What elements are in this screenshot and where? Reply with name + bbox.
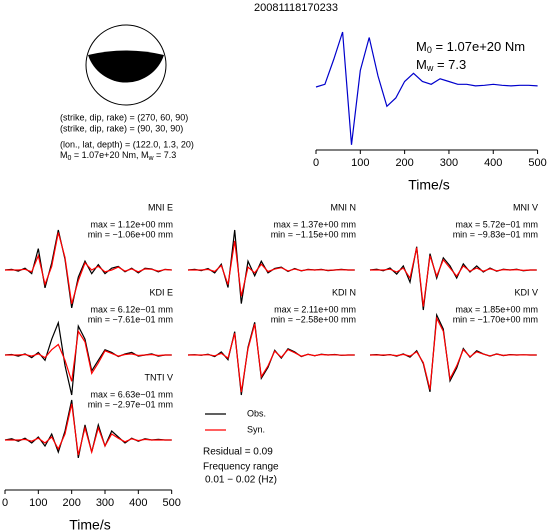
amplitude-note: max = 6.63e−01 mm — [90, 389, 173, 399]
x-tick-label: 100 — [29, 497, 47, 509]
x-tick-label: 500 — [162, 497, 180, 509]
text-part: = 1.07e+20 Nm, M — [71, 150, 148, 160]
beachball-compression — [88, 50, 164, 83]
amplitude-note: max = 1.85e+00 mm — [455, 304, 538, 314]
moment-line: M0 = 1.07e+20 Nm, Mw = 7.3 — [60, 150, 176, 161]
event-title: 20081118170233 — [254, 2, 338, 14]
station-title: KDI V — [514, 287, 538, 297]
subscript: 0 — [68, 155, 72, 162]
x-tick-label: 400 — [129, 497, 147, 509]
amplitude-note: max = 1.37e+00 mm — [273, 219, 356, 229]
x-axis-label: Time/s — [408, 177, 449, 193]
amplitude-note: min = −1.06e+00 mm — [88, 229, 173, 239]
subscript: 0 — [427, 45, 432, 55]
amplitude-note: min = −2.58e+00 mm — [271, 314, 356, 324]
trace — [370, 316, 537, 390]
trace — [188, 323, 355, 393]
trace — [370, 247, 537, 307]
focal-line: (strike, dip, rake) = (270, 60, 90) — [60, 112, 188, 122]
frequency-band: 0.01 − 0.02 (Hz) — [205, 475, 277, 486]
amplitude-note: min = −1.70e+00 mm — [453, 314, 538, 324]
focal-line: (lon., lat, depth) = (122.0, 1.3, 20) — [60, 139, 194, 149]
legend-label: Syn. — [247, 424, 265, 434]
amplitude-note: max = 2.11e+00 mm — [274, 304, 356, 314]
x-tick-label: 100 — [351, 157, 369, 169]
residual: Residual = 0.09 — [203, 447, 273, 458]
annotation: Mw = 7.3 — [416, 57, 466, 73]
trace — [315, 31, 538, 145]
text-part: M — [60, 150, 68, 160]
amplitude-note: max = 1.12e+00 mm — [90, 219, 173, 229]
amplitude-note: min = −7.61e−01 mm — [88, 314, 173, 324]
text-part: = 1.07e+20 Nm — [432, 39, 525, 54]
amplitude-note: min = −9.83e−01 mm — [453, 229, 538, 239]
station-title: TNTI V — [145, 372, 174, 382]
station-title: KDI N — [332, 287, 356, 297]
trace — [5, 329, 172, 382]
text-part: = 7.3 — [433, 57, 466, 72]
x-tick-label: 0 — [2, 497, 8, 509]
trace — [187, 229, 355, 304]
text-part: = 7.3 — [154, 150, 177, 160]
amplitude-note: max = 5.72e−01 mm — [455, 219, 538, 229]
amplitude-note: min = −1.15e+00 mm — [271, 229, 356, 239]
station-title: MNI E — [148, 202, 173, 212]
amplitude-note: min = −2.97e−01 mm — [88, 399, 173, 409]
station-title: MNI V — [513, 202, 538, 212]
x-tick-label: 300 — [440, 157, 458, 169]
station-title: KDI E — [149, 287, 173, 297]
subscript: w — [147, 155, 154, 162]
legend-label: Obs. — [247, 408, 266, 418]
x-tick-label: 500 — [528, 157, 546, 169]
x-tick-label: 200 — [395, 157, 413, 169]
text-part: M — [416, 39, 427, 54]
x-tick-label: 300 — [96, 497, 114, 509]
trace — [188, 240, 355, 297]
x-tick-label: 0 — [313, 157, 319, 169]
text-part: M — [416, 57, 427, 72]
x-axis-label: Time/s — [69, 517, 110, 530]
amplitude-note: max = 6.12e−01 mm — [90, 304, 173, 314]
x-tick-label: 400 — [484, 157, 502, 169]
frequency-title: Frequency range — [203, 462, 279, 473]
x-tick-label: 200 — [62, 497, 80, 509]
subscript: w — [426, 63, 434, 73]
focal-line: (strike, dip, rake) = (90, 30, 90) — [60, 123, 183, 133]
station-title: MNI N — [331, 202, 357, 212]
annotation: M0 = 1.07e+20 Nm — [416, 39, 525, 55]
trace — [369, 312, 537, 392]
trace — [5, 403, 172, 456]
trace — [369, 246, 537, 311]
trace — [5, 232, 172, 305]
